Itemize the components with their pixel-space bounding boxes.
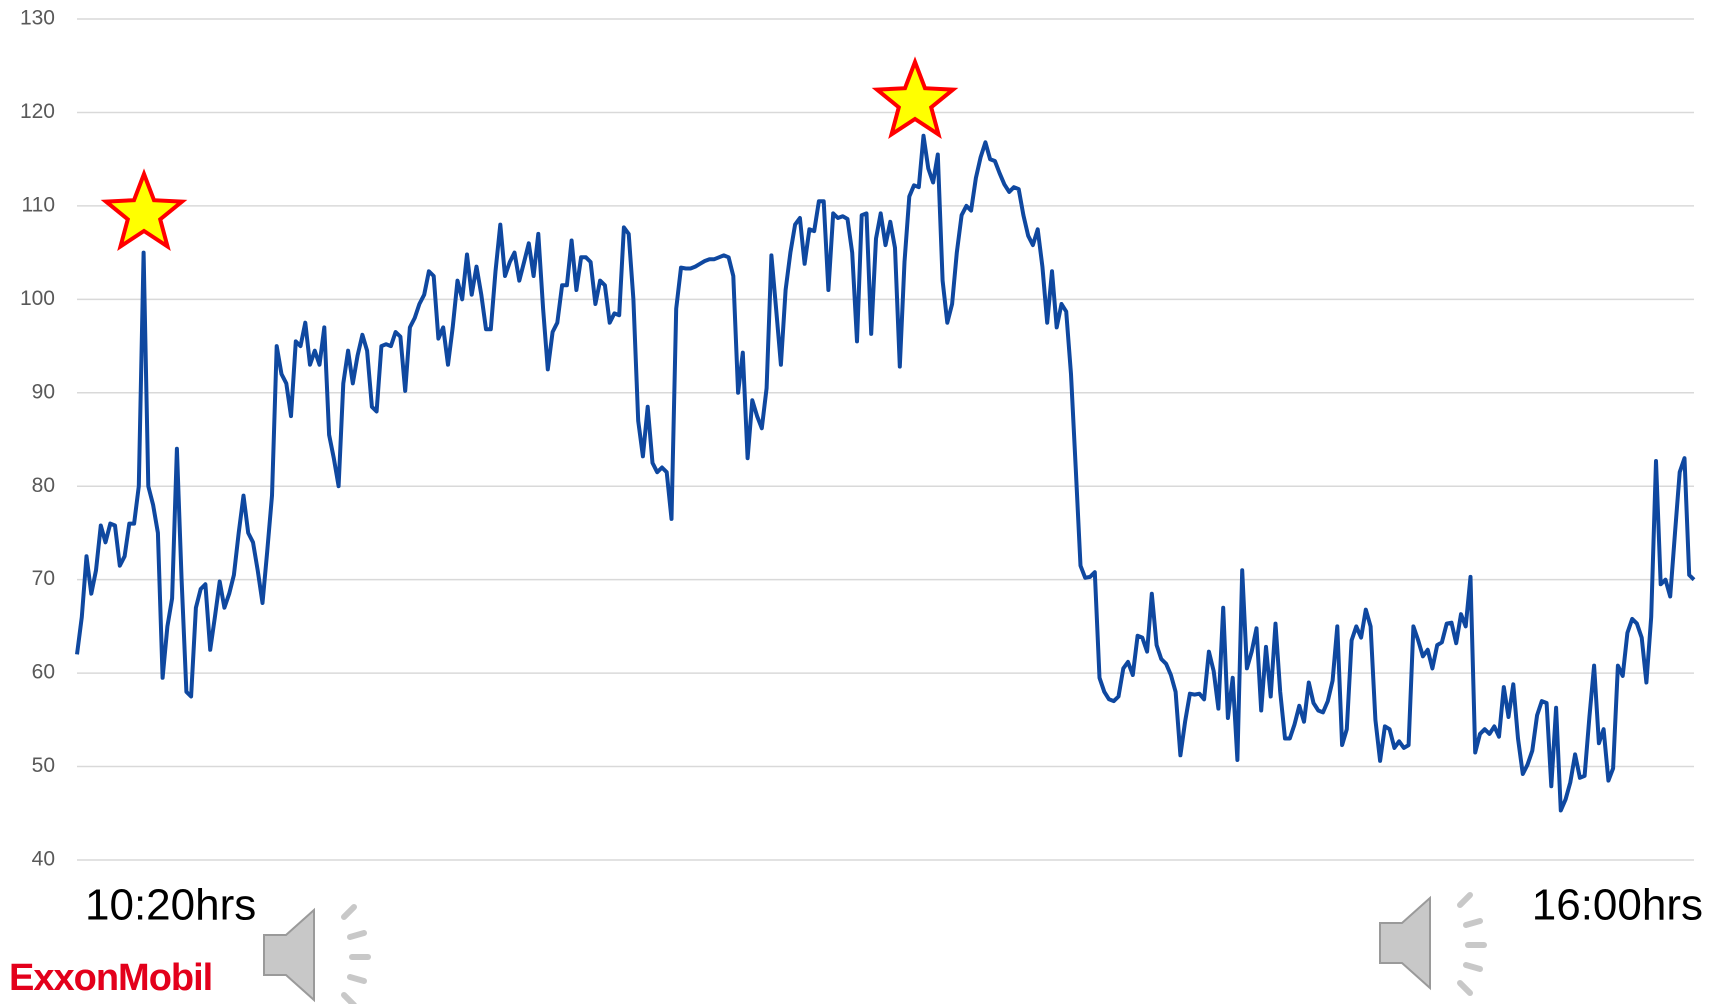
highlight-stars: [100, 56, 959, 251]
logo: ExxonMobil: [9, 957, 212, 999]
y-tick-label: 70: [32, 567, 55, 590]
speaker-icon: [263, 904, 371, 1004]
data-line: [75, 133, 1696, 813]
y-tick-label: 100: [20, 287, 55, 310]
speaker-icon: [1379, 892, 1487, 996]
end-time-label: 16:00hrs: [1532, 881, 1703, 930]
start-time-label: 10:20hrs: [85, 881, 256, 930]
y-tick-label: 80: [32, 474, 55, 497]
y-tick-label: 90: [32, 380, 55, 403]
y-tick-label: 40: [32, 848, 55, 871]
y-tick-label: 110: [22, 193, 55, 216]
y-tick-label: 130: [20, 7, 55, 30]
y-tick-label: 50: [32, 754, 55, 777]
y-tick-label: 120: [20, 100, 55, 123]
star: [871, 56, 959, 139]
y-tick-label: 60: [32, 661, 55, 684]
star: [100, 168, 188, 251]
